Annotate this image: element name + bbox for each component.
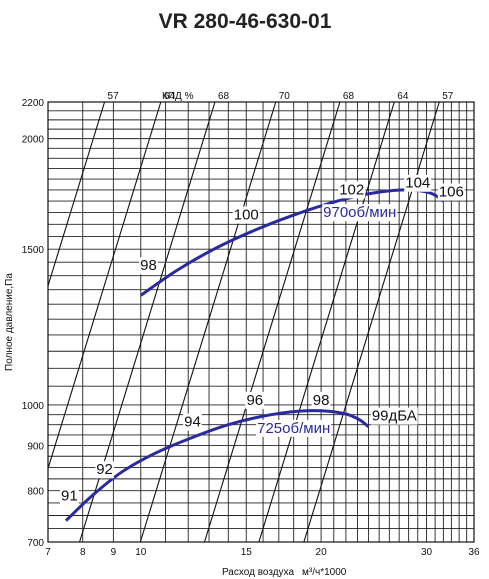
- noise-label: 96: [246, 392, 263, 409]
- y-tick-label: 900: [27, 441, 44, 452]
- efficiency-line: [47, 101, 106, 286]
- x-tick-label: 36: [468, 547, 480, 558]
- efficiency-value: 57: [442, 91, 454, 102]
- y-tick-label: 800: [27, 487, 44, 498]
- label-background: [404, 174, 432, 192]
- label-background: [245, 391, 265, 409]
- x-tick-label: 7: [45, 547, 51, 558]
- x-tick-label: 8: [80, 547, 86, 558]
- x-tick-label: 20: [316, 547, 328, 558]
- plot-frame: [47, 101, 475, 543]
- series-layer: [64, 188, 445, 522]
- label-background: [139, 257, 158, 275]
- label-background: [232, 206, 260, 224]
- efficiency-line: [47, 101, 162, 469]
- efficiency-value: 70: [279, 91, 291, 102]
- x-tick-label: 10: [135, 547, 147, 558]
- label-background: [60, 487, 79, 505]
- noise-label: 98: [313, 392, 330, 409]
- y-tick-label: 1000: [22, 401, 45, 412]
- y-axis-label: Полное давление,Па: [4, 273, 15, 371]
- y-tick-label: 1500: [22, 245, 45, 256]
- label-background: [95, 461, 114, 479]
- x-axis-label: Расход воздуха: [222, 567, 294, 578]
- x-axis-unit: м³/ч*1000: [302, 567, 347, 578]
- noise-label: 91: [61, 487, 78, 504]
- efficiency-line: [139, 101, 277, 543]
- grid: 7 8 9 10 15 20 30 36 700 800 900 1000 1500 2000 2200: [22, 98, 480, 558]
- efficiency-value: 64: [164, 91, 176, 102]
- efficiency-line: [303, 101, 440, 543]
- noise-label: 98: [140, 257, 157, 274]
- efficiency-header: КПД %: [162, 91, 194, 102]
- noise-label: 102: [339, 181, 364, 198]
- efficiency-line: [203, 101, 341, 543]
- noise-label: 104: [405, 175, 430, 192]
- noise-label: 94: [184, 414, 201, 431]
- x-tick-label: 30: [421, 547, 433, 558]
- efficiency-value: 68: [218, 91, 230, 102]
- y-tick-label: 2200: [22, 98, 45, 109]
- x-tick-label: 15: [241, 547, 253, 558]
- series-label: 970об/мин: [323, 204, 396, 221]
- efficiency-value: 68: [343, 91, 355, 102]
- efficiency-line: [258, 101, 395, 543]
- chart-title: VR 280-46-630-01: [159, 10, 332, 33]
- label-background: [437, 183, 465, 201]
- y-tick-label: 2000: [22, 135, 45, 146]
- y-tick-label: 700: [27, 538, 44, 549]
- efficiency-value: 57: [108, 91, 120, 102]
- series-label: 725об/мин: [257, 420, 330, 437]
- label-background: [370, 407, 418, 425]
- series-line: [139, 188, 445, 297]
- label-background: [183, 413, 202, 431]
- label-background: [338, 181, 366, 199]
- x-tick-label: 9: [111, 547, 117, 558]
- noise-label: 99дБА: [372, 408, 417, 425]
- efficiency-value: 64: [397, 91, 409, 102]
- noise-label: 100: [234, 207, 259, 224]
- noise-label: 106: [439, 184, 464, 201]
- series-line: [64, 409, 370, 522]
- label-background: [256, 419, 332, 437]
- labels-layer: 98 100 102 104 106 91 92 94 96 98 99дБА 970об/мин 72…: [60, 174, 465, 505]
- label-background: [311, 391, 331, 409]
- noise-label: 92: [96, 461, 113, 478]
- label-background: [322, 204, 398, 222]
